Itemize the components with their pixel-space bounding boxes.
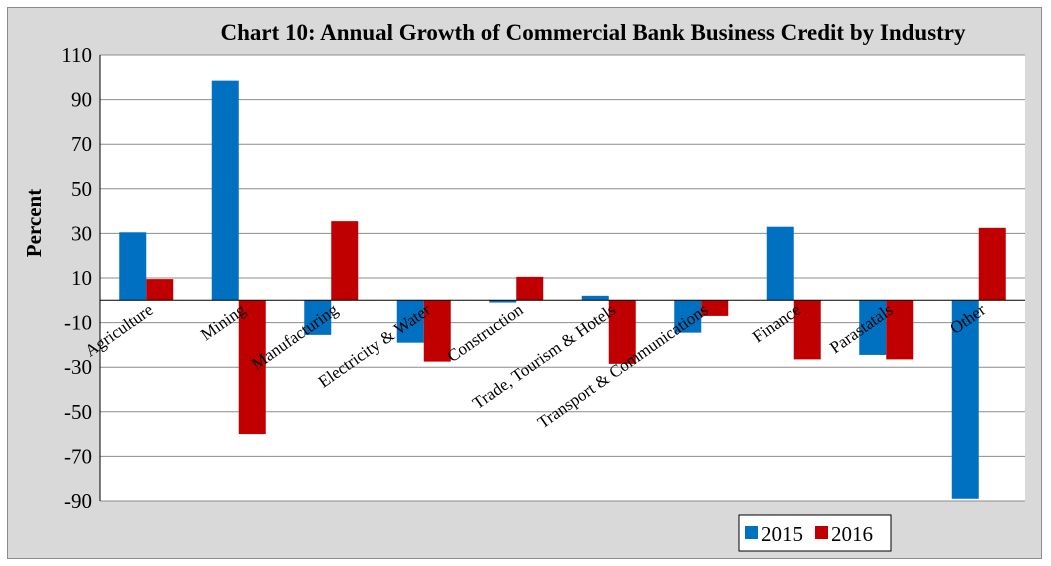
bar-2016-parastatals: [886, 300, 914, 360]
bars: [119, 80, 1006, 499]
y-tick-label: 110: [61, 43, 92, 67]
y-tick-label: 90: [71, 88, 92, 112]
bar-2015-other: [951, 300, 979, 499]
bar-2016-finance: [793, 300, 821, 360]
y-tick-label: 50: [71, 177, 92, 201]
bar-2015-trade-tourism-hotels: [581, 295, 609, 301]
axes: [99, 55, 1025, 501]
bar-2015-finance: [766, 226, 794, 301]
chart-frame: Chart 10: Annual Growth of Commercial Ba…: [7, 7, 1042, 559]
y-tick-label: -50: [64, 400, 92, 424]
y-tick-label: 70: [71, 132, 92, 156]
bar-2015-agriculture: [119, 232, 147, 301]
bar-2016-agriculture: [146, 279, 174, 301]
bar-2016-construction: [516, 276, 544, 301]
bar-2015-mining: [211, 80, 239, 301]
y-axis-label: Percent: [22, 189, 46, 257]
bar-2016-other: [978, 227, 1006, 301]
bar-2015-construction: [489, 300, 517, 303]
y-tick-label: 30: [71, 221, 92, 245]
y-tick-label: 10: [71, 266, 92, 290]
bar-chart: Chart 10: Annual Growth of Commercial Ba…: [22, 20, 1025, 552]
bar-2015-manufacturing: [304, 300, 332, 335]
bar-2016-electricity-water: [423, 300, 451, 362]
bar-2015-parastatals: [859, 300, 887, 355]
bar-2016-trade-tourism-hotels: [608, 300, 636, 364]
chart-title: Chart 10: Annual Growth of Commercial Ba…: [220, 20, 966, 45]
y-tick-label: -90: [64, 489, 92, 513]
legend-label-2016: 2016: [831, 522, 873, 546]
bar-2016-mining: [238, 300, 266, 435]
bar-2016-manufacturing: [331, 221, 359, 301]
legend-label-2015: 2015: [761, 522, 803, 546]
y-tick-label: -30: [64, 355, 92, 379]
legend-swatch-2016: [815, 526, 828, 539]
bar-2015-transport-communications: [674, 300, 702, 333]
y-tick-label: -10: [64, 311, 92, 335]
legend-swatch-2015: [745, 526, 758, 539]
bar-2015-electricity-water: [396, 300, 424, 343]
bar-2016-transport-communications: [701, 300, 729, 316]
legend: 2015 2016: [738, 514, 892, 552]
y-tick-label: -70: [64, 444, 92, 468]
y-tick-labels: 110 90 70 50 30 10 -10 -30 -50 -70 -90: [61, 43, 92, 513]
